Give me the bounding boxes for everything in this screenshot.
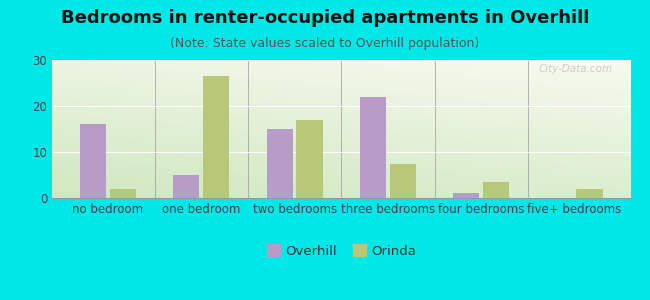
- Legend: Overhill, Orinda: Overhill, Orinda: [261, 239, 421, 263]
- Bar: [266, 129, 292, 198]
- Bar: [110, 189, 136, 198]
- Bar: [390, 164, 416, 198]
- Bar: [80, 124, 106, 198]
- Bar: [296, 120, 322, 198]
- Bar: [174, 175, 200, 198]
- Bar: [203, 76, 229, 198]
- Text: (Note: State values scaled to Overhill population): (Note: State values scaled to Overhill p…: [170, 38, 480, 50]
- Bar: [577, 189, 603, 198]
- Bar: [453, 194, 479, 198]
- Bar: [483, 182, 509, 198]
- Text: Bedrooms in renter-occupied apartments in Overhill: Bedrooms in renter-occupied apartments i…: [61, 9, 589, 27]
- Bar: [360, 97, 386, 198]
- Text: City-Data.com: City-Data.com: [539, 64, 613, 74]
